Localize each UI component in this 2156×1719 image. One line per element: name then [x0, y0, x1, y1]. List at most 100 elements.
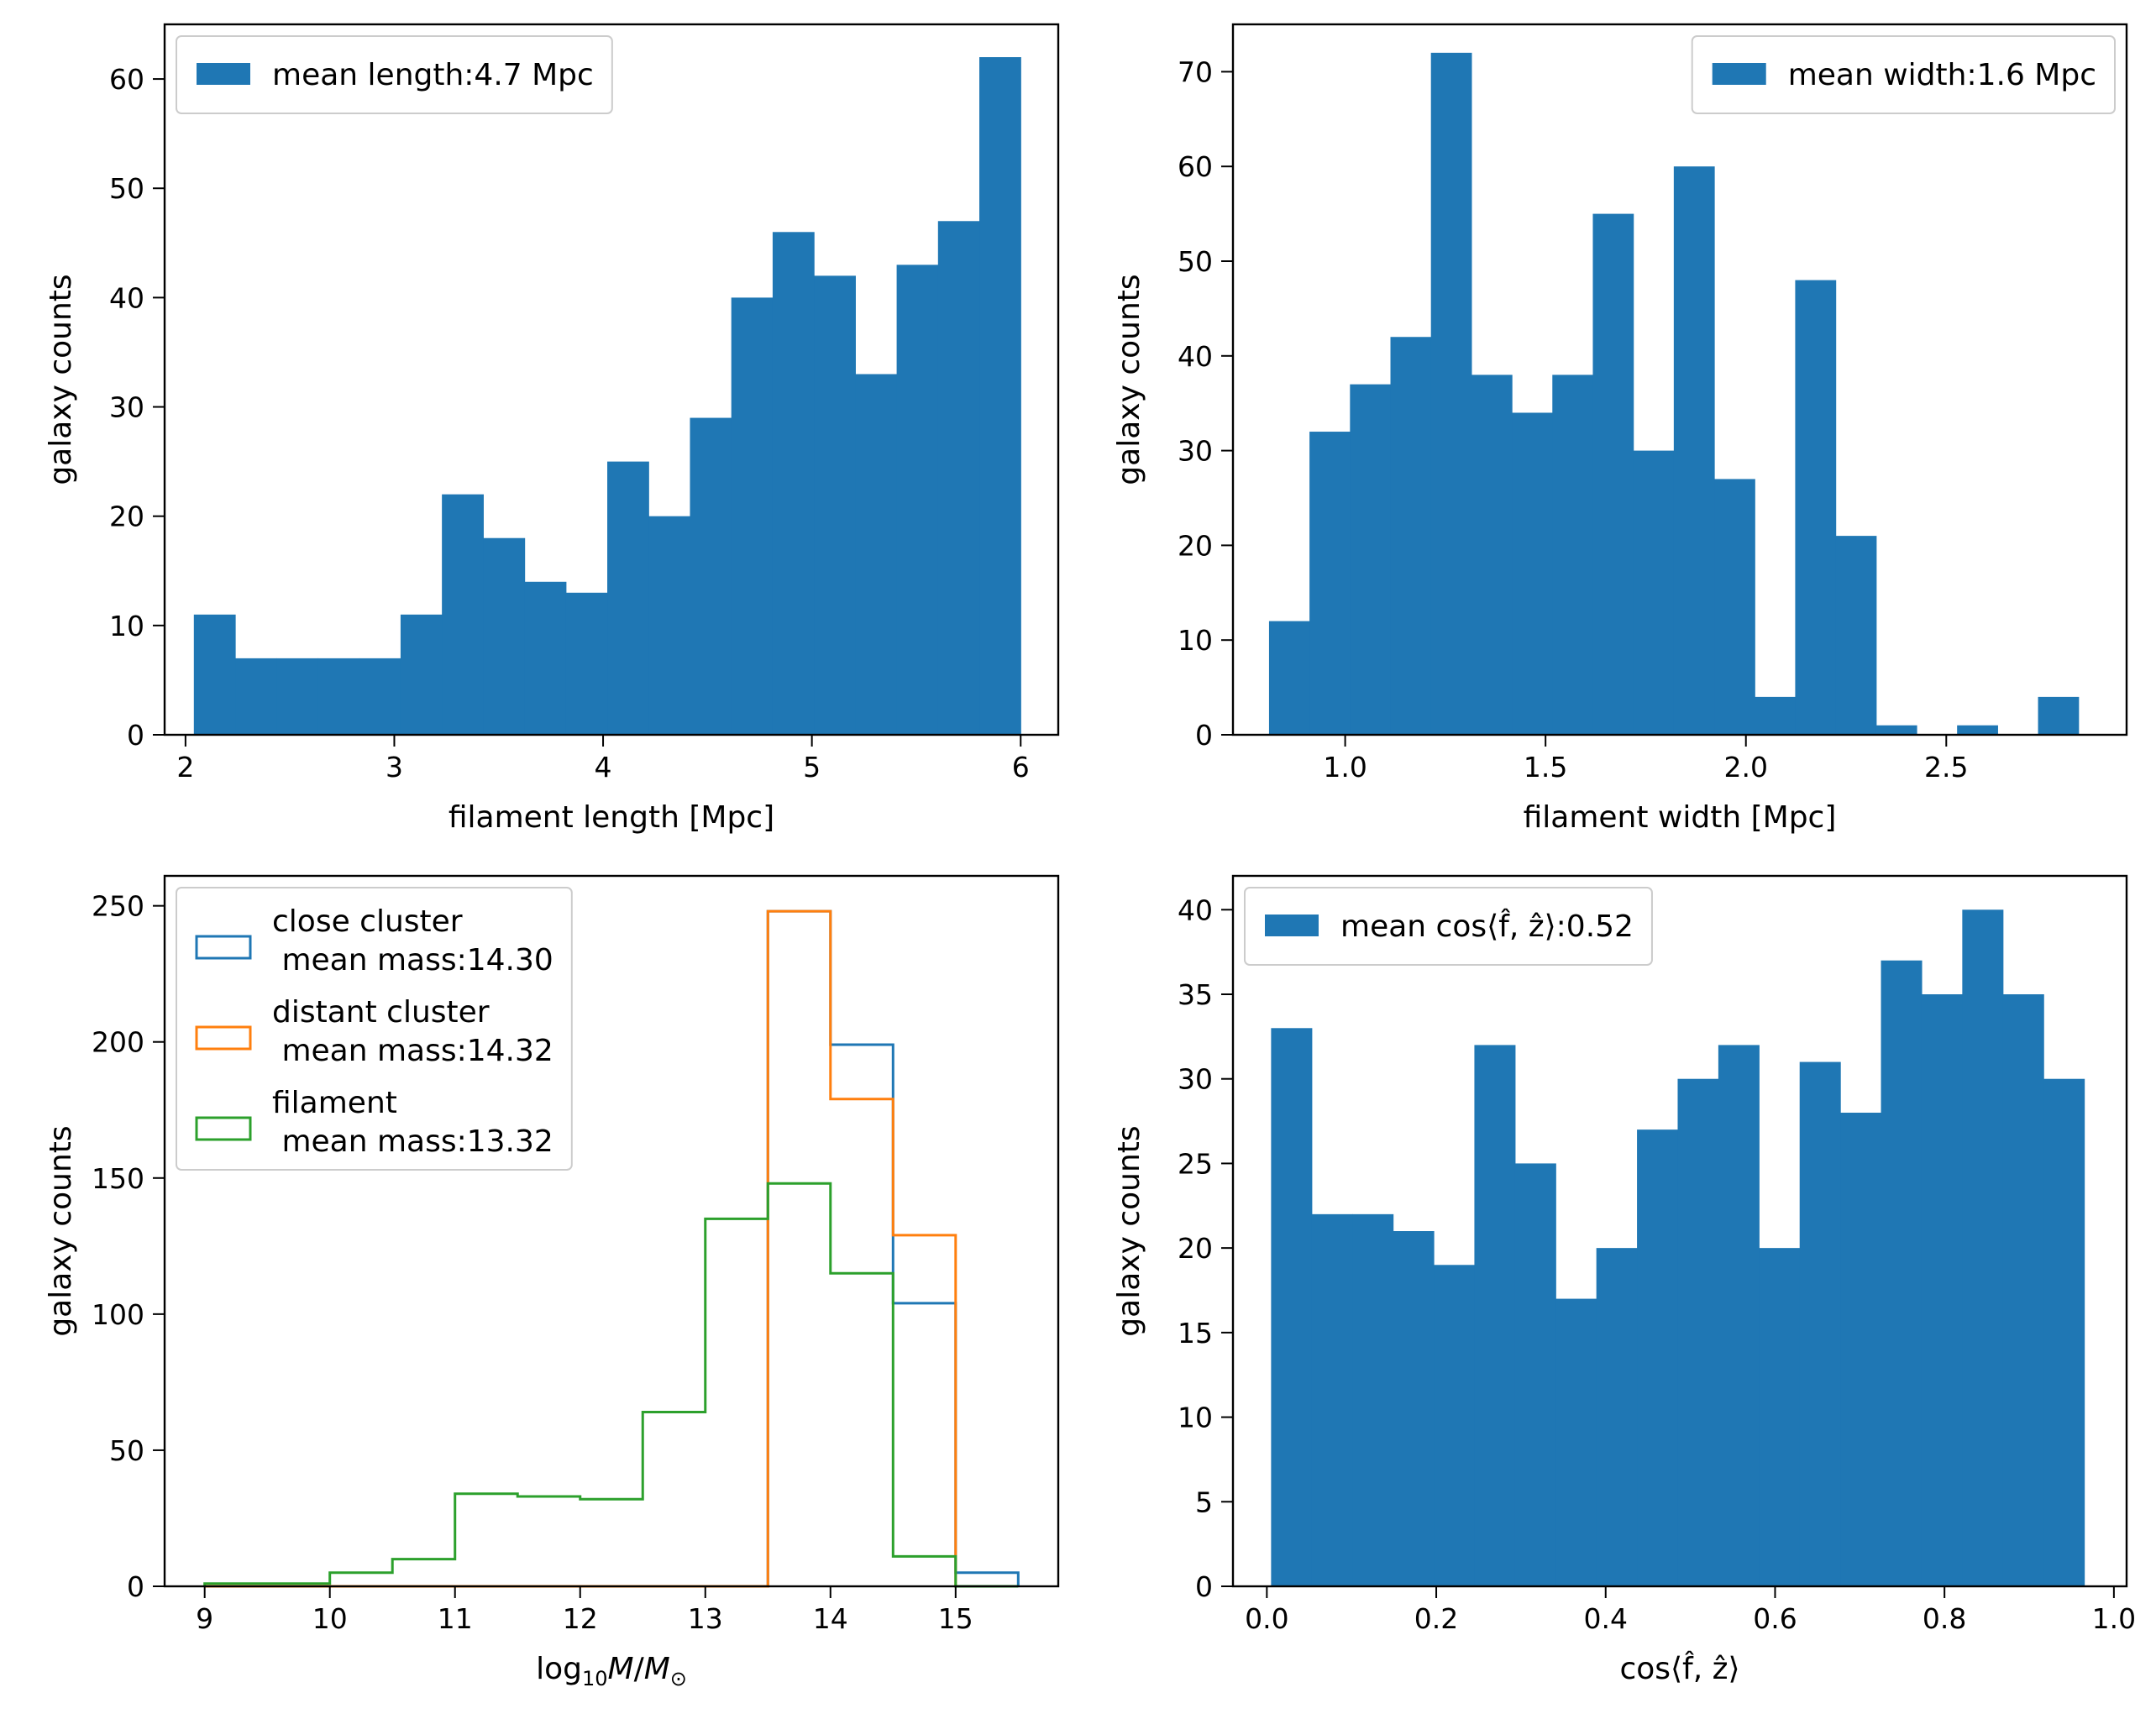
- length-bar-6: [442, 494, 484, 735]
- mass-legend-mean-filament: mean mass:13.32: [272, 1124, 553, 1159]
- width-y-tick-label-5: 50: [1178, 245, 1213, 278]
- mass-legend-swatch-close-cluster: [195, 935, 252, 960]
- width-y-tick-label-2: 20: [1178, 529, 1213, 562]
- length-x-tick-label-3: 5: [803, 751, 821, 784]
- orientation-bar-5: [1474, 1045, 1516, 1586]
- orientation-legend-box: [1244, 887, 1653, 966]
- width-bar-12: [1755, 696, 1797, 735]
- width-bar-2: [1350, 384, 1392, 735]
- orientation-bar-15: [1881, 960, 1923, 1586]
- orientation-bar-8: [1596, 1248, 1638, 1586]
- length-bar-11: [648, 516, 691, 735]
- orientation-y-axis-label: galaxy counts: [1112, 1125, 1146, 1336]
- width-histogram-bars: [1268, 52, 2080, 736]
- width-legend-swatch: [1712, 63, 1766, 85]
- mass-legend-swatch-distant-cluster: [195, 1025, 252, 1051]
- width-bar-9: [1633, 450, 1675, 735]
- mass-legend-label-filament: filament: [272, 1086, 397, 1120]
- orientation-bar-16: [1921, 994, 1963, 1586]
- length-y-tick-label-6: 60: [109, 63, 144, 96]
- length-x-axis-label: filament length [Mpc]: [449, 800, 774, 835]
- length-bar-2: [276, 658, 319, 735]
- length-x-tick-label-4: 6: [1012, 751, 1030, 784]
- length-y-tick-label-2: 20: [109, 501, 144, 533]
- orientation-bar-2: [1352, 1213, 1394, 1586]
- width-bar-8: [1592, 213, 1634, 736]
- length-y-tick-label-5: 50: [109, 172, 144, 205]
- length-bar-15: [814, 275, 856, 735]
- width-bar-7: [1552, 375, 1594, 735]
- width-legend: mean width:1.6 Mpc: [1691, 35, 2116, 114]
- orientation-x-tick-label-3: 0.6: [1753, 1602, 1797, 1635]
- orientation-bar-19: [2043, 1078, 2085, 1586]
- width-bar-3: [1390, 337, 1432, 735]
- length-plot-frame: [163, 23, 1060, 736]
- mass-legend-mean-close-cluster: mean mass:14.30: [272, 943, 553, 977]
- width-bar-14: [1835, 536, 1877, 735]
- mass-x-tick-label-3: 12: [563, 1602, 598, 1635]
- mass-legend-label-distant-cluster: distant cluster: [272, 995, 490, 1030]
- orientation-bar-17: [1962, 909, 2004, 1586]
- orientation-y-tick-label-3: 15: [1178, 1317, 1213, 1350]
- mass-step-series-2: [203, 1182, 1019, 1588]
- orientation-bar-6: [1514, 1163, 1556, 1586]
- mass-legend-entry-close-cluster: close cluster mean mass:14.30: [195, 904, 553, 977]
- mass-x-tick-label-0: 9: [196, 1602, 213, 1635]
- length-legend: mean length:4.7 Mpc: [176, 35, 613, 114]
- orientation-x-tick-label-4: 0.8: [1923, 1602, 1966, 1635]
- length-y-tick-label-4: 40: [109, 281, 144, 314]
- width-y-tick-label-4: 40: [1178, 340, 1213, 373]
- width-y-tick-label-1: 10: [1178, 624, 1213, 657]
- length-bar-19: [979, 57, 1021, 736]
- orientation-axis-ticks: 0.0 0.2 0.4 0.6 0.8 1.0 0 5 10 15 20 25 30 35 40: [1178, 894, 2136, 1635]
- orientation-bar-14: [1840, 1113, 1882, 1586]
- width-axis-ticks: 1.0 1.5 2.0 2.5 0 10 20 30 40 50 60 70: [1178, 55, 1969, 784]
- width-histogram-panel: 1.0 1.5 2.0 2.5 0 10 20 30 40 50 60 70 filament wid…: [1112, 23, 2128, 835]
- length-y-axis-label: galaxy counts: [44, 274, 78, 485]
- mass-x-tick-label-4: 13: [688, 1602, 723, 1635]
- length-bar-12: [690, 417, 732, 735]
- mass-legend-label-close-cluster: close cluster: [272, 904, 463, 939]
- width-y-tick-label-6: 60: [1178, 150, 1213, 183]
- width-legend-box: [1691, 35, 2116, 114]
- orientation-bar-0: [1271, 1028, 1313, 1586]
- orientation-x-tick-label-1: 0.2: [1414, 1602, 1458, 1635]
- length-y-tick-label-3: 30: [109, 391, 144, 424]
- width-bar-10: [1673, 166, 1715, 735]
- width-bar-13: [1795, 280, 1837, 735]
- length-bar-17: [896, 265, 939, 735]
- mass-x-tick-label-2: 11: [438, 1602, 473, 1635]
- length-bar-1: [235, 658, 277, 735]
- mass-legend-box: [176, 887, 573, 1171]
- length-x-tick-label-2: 4: [595, 751, 612, 784]
- width-y-tick-label-0: 0: [1195, 719, 1213, 752]
- orientation-y-tick-label-8: 40: [1178, 894, 1213, 926]
- orientation-histogram-panel: 0.0 0.2 0.4 0.6 0.8 1.0 0 5 10 15 20 25 30 35 40 cos⟨f…: [1112, 874, 2136, 1686]
- mass-legend-mean-distant-cluster: mean mass:14.32: [272, 1034, 553, 1068]
- width-x-tick-label-1: 1.5: [1524, 751, 1567, 784]
- mass-legend-entry-filament: filament mean mass:13.32: [195, 1086, 553, 1159]
- width-x-tick-label-0: 1.0: [1323, 751, 1367, 784]
- length-bar-0: [193, 614, 236, 735]
- length-legend-label: mean length:4.7 Mpc: [272, 58, 594, 92]
- width-bar-4: [1430, 52, 1472, 735]
- length-x-tick-label-1: 3: [386, 751, 403, 784]
- length-legend-box: [176, 35, 613, 114]
- orientation-y-tick-label-7: 35: [1178, 978, 1213, 1011]
- orientation-bar-9: [1637, 1129, 1679, 1586]
- mass-y-tick-label-1: 50: [109, 1434, 144, 1467]
- width-y-tick-label-7: 70: [1178, 55, 1213, 88]
- length-x-tick-label-0: 2: [176, 751, 194, 784]
- length-bar-13: [731, 297, 774, 735]
- orientation-bar-3: [1393, 1231, 1435, 1586]
- orientation-y-tick-label-6: 30: [1178, 1063, 1213, 1096]
- mass-y-tick-label-4: 200: [92, 1026, 144, 1059]
- length-legend-swatch: [197, 63, 250, 85]
- mass-y-tick-label-5: 250: [92, 890, 144, 923]
- orientation-legend-label: mean cos⟨f̂, ẑ⟩:0.52: [1340, 908, 1634, 944]
- mass-y-tick-label-2: 100: [92, 1298, 144, 1331]
- length-histogram-bars: [193, 57, 1021, 736]
- mass-y-tick-label-3: 150: [92, 1162, 144, 1195]
